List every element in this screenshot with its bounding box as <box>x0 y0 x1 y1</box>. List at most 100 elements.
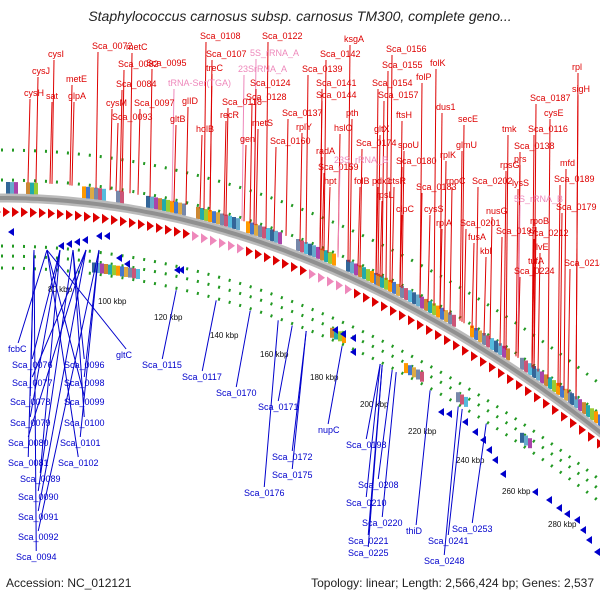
reverse-block <box>334 329 338 340</box>
forward-block <box>556 382 560 395</box>
forward-gene-label: pdx1 <box>372 176 392 186</box>
forward-leader-line <box>517 276 521 358</box>
forward-gene-label: Sca_0128 <box>246 92 287 102</box>
forward-block <box>204 209 208 222</box>
forward-gene-label: Sca_0116 <box>528 124 568 134</box>
forward-block <box>170 200 174 213</box>
forward-leader-line <box>349 118 353 263</box>
forward-block <box>174 201 178 214</box>
forward-block <box>304 242 308 255</box>
reverse-gene-label: Sca_0090 <box>18 492 59 502</box>
reverse-block <box>120 266 124 277</box>
forward-block <box>498 343 502 356</box>
forward-gene-label: Sca_0212 <box>528 228 569 238</box>
forward-leader-line <box>119 89 123 192</box>
reverse-gene-arrow <box>472 428 478 436</box>
forward-leader-line <box>559 212 563 388</box>
scale-label-7: 220 kbp <box>408 427 437 436</box>
forward-block <box>274 230 278 243</box>
forward-gene-label: cysI <box>48 49 64 59</box>
forward-block <box>196 207 200 219</box>
forward-gene-arrow <box>507 374 514 385</box>
forward-gene-label: gltB <box>170 114 186 124</box>
reverse-gene-label: Sca_0102 <box>58 458 99 468</box>
forward-block <box>440 307 444 320</box>
forward-block <box>436 305 440 318</box>
forward-leader-line <box>129 52 133 194</box>
forward-block <box>358 265 362 278</box>
forward-gene-label: folK <box>430 58 446 68</box>
reverse-block <box>408 365 412 376</box>
forward-block <box>332 253 336 266</box>
reverse-gene-label: Sca_0253 <box>452 524 493 534</box>
forward-leader-line <box>241 74 245 221</box>
reverse-gene-arrow <box>594 548 600 556</box>
forward-block <box>154 197 158 210</box>
forward-gene-label: rpsG <box>500 160 520 170</box>
scale-label-0: 80 kbp <box>48 285 73 294</box>
forward-gene-arrow <box>129 217 136 228</box>
forward-gene-label: Sca_0139 <box>302 64 343 74</box>
forward-gene-label: Sca_0174 <box>356 138 397 148</box>
reverse-block <box>460 394 464 405</box>
forward-leader-line <box>459 150 463 321</box>
forward-block <box>116 190 120 203</box>
forward-gene-arrow <box>525 386 532 397</box>
forward-block <box>524 360 528 373</box>
forward-leader-line <box>567 268 571 394</box>
forward-gene-arrow <box>543 398 550 409</box>
forward-gene-label: hpt <box>324 176 337 186</box>
forward-block <box>560 385 564 398</box>
forward-gene-arrow <box>327 276 334 287</box>
forward-gene-arrow <box>210 235 217 246</box>
forward-gene-arrow <box>84 211 91 222</box>
reverse-gene-arrow <box>332 326 338 334</box>
reverse-gene-label: Sca_0176 <box>244 488 285 498</box>
reverse-block <box>108 264 112 275</box>
forward-leader-line <box>471 242 475 329</box>
forward-gene-arrow <box>579 424 586 435</box>
forward-leader-line <box>463 228 467 324</box>
forward-block <box>598 414 600 427</box>
forward-block <box>474 328 478 340</box>
reverse-leader-line <box>27 249 35 458</box>
reverse-block <box>92 262 96 273</box>
reverse-gene-arrow <box>58 242 64 250</box>
forward-gene-arrow <box>408 315 415 326</box>
forward-gene-arrow <box>120 216 127 227</box>
forward-block <box>448 312 452 325</box>
reverse-gene-label: thiD <box>406 526 423 536</box>
forward-block <box>540 371 544 384</box>
scale-label-9: 260 kbp <box>502 487 531 496</box>
forward-leader-line <box>359 148 363 268</box>
reverse-block <box>404 363 408 374</box>
forward-leader-line <box>399 214 403 288</box>
forward-gene-label: Sca_0095 <box>146 58 187 68</box>
reverse-leader-line <box>365 363 381 440</box>
forward-leader-line <box>557 184 561 386</box>
forward-gene-label: rpl <box>572 62 582 72</box>
forward-block <box>6 182 10 194</box>
reverse-leader-line <box>415 390 431 526</box>
reverse-block <box>464 396 468 407</box>
forward-gene-label: cysJ <box>32 66 50 76</box>
forward-gene-arrow <box>570 418 577 429</box>
forward-gene-arrow <box>552 405 559 416</box>
forward-gene-arrow <box>147 221 154 232</box>
accession-label: Accession: NC_012121 <box>6 576 132 590</box>
reverse-leader-line <box>33 249 37 552</box>
reverse-leader-line <box>72 249 85 360</box>
forward-block <box>548 377 552 390</box>
reverse-leader-line <box>46 249 79 458</box>
forward-block <box>228 215 232 228</box>
forward-gene-label: Sca_0124 <box>250 78 291 88</box>
reverse-leader-line <box>367 364 383 548</box>
forward-gene-label: Sca_0141 <box>316 78 357 88</box>
forward-gene-label: metS <box>252 118 273 128</box>
forward-gene-label: recR <box>220 110 240 120</box>
reverse-gene-arrow <box>178 266 184 274</box>
reverse-gene-label: Sca_0101 <box>60 438 101 448</box>
forward-leader-line <box>49 101 53 184</box>
forward-block <box>380 275 384 288</box>
